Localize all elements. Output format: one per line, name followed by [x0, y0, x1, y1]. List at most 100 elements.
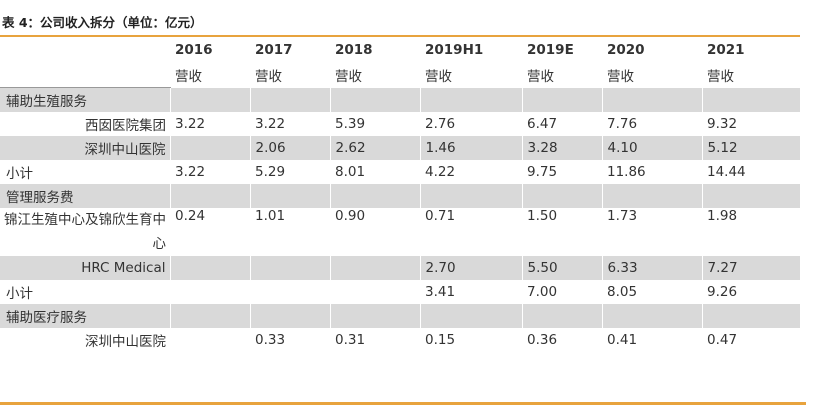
- table-cell: [329, 87, 420, 112]
- row-label: 辅助生殖服务: [0, 87, 170, 112]
- table-cell: 8.05: [607, 284, 638, 300]
- table-cell: 4.22: [425, 164, 456, 180]
- table-cell: [701, 304, 800, 328]
- header-row: 2016 2017 2018 2019H1 2019E 2020 2021: [0, 37, 800, 62]
- row-label: 深圳中山医院: [85, 334, 166, 350]
- table-cell: 1.01: [255, 208, 286, 224]
- row-label: 小计: [6, 286, 33, 302]
- sub-header: 营收: [707, 68, 734, 85]
- table-cell: 9.75: [527, 164, 558, 180]
- table-cell: 3.28: [521, 136, 602, 160]
- table-cell: [701, 184, 800, 208]
- table-cell: 2.62: [329, 136, 420, 160]
- table-cell: 1.98: [707, 208, 738, 224]
- table-cell: [170, 280, 250, 304]
- col-header: 2016: [175, 41, 213, 58]
- table-cell: [701, 87, 800, 112]
- table-cell: 8.01: [335, 164, 366, 180]
- table-row: 深圳中山医院 0.33 0.31 0.15 0.36 0.41 0.47: [0, 328, 800, 352]
- table-cell: [250, 280, 330, 304]
- table-cell: 2.70: [419, 256, 522, 280]
- col-header: 2020: [607, 41, 645, 58]
- table-cell: 3.22: [175, 164, 206, 180]
- table-cell: [169, 87, 250, 112]
- header-corner: [0, 37, 170, 62]
- table-cell: [601, 87, 702, 112]
- table-cell: 3.22: [175, 116, 206, 132]
- table-cell: [169, 304, 250, 328]
- table-cell: [521, 87, 602, 112]
- table-cell: [601, 184, 702, 208]
- row-label: 管理服务费: [0, 184, 170, 208]
- table-row: 深圳中山医院 2.06 2.62 1.46 3.28 4.10 5.12: [0, 136, 800, 160]
- table-cell: 9.26: [707, 284, 738, 300]
- table-cell: [419, 87, 522, 112]
- table-cell: [249, 304, 330, 328]
- table-cell: 6.47: [527, 116, 558, 132]
- col-header: 2017: [255, 41, 293, 58]
- table-cell: [249, 87, 330, 112]
- table-cell: [169, 256, 250, 280]
- table-cell: [329, 184, 420, 208]
- table-cell: 2.76: [425, 116, 456, 132]
- table-row: 小计 3.41 7.00 8.05 9.26: [0, 280, 800, 304]
- table-row: 辅助生殖服务: [0, 87, 800, 112]
- table-cell: 0.47: [707, 332, 738, 348]
- table-cell: 5.50: [521, 256, 602, 280]
- table-cell: 1.73: [607, 208, 638, 224]
- table-cell: 7.76: [607, 116, 638, 132]
- sub-header: 营收: [607, 68, 634, 85]
- table-cell: 14.44: [707, 164, 746, 180]
- table-cell: 11.86: [607, 164, 646, 180]
- table-cell: 0.41: [607, 332, 638, 348]
- table-cell: 5.39: [335, 116, 366, 132]
- table-row: 辅助医疗服务: [0, 304, 800, 328]
- revenue-table: 2016 2017 2018 2019H1 2019E 2020 2021 营收…: [0, 37, 800, 352]
- table-cell: [249, 184, 330, 208]
- table-cell: 5.12: [701, 136, 800, 160]
- table-cell: 1.46: [419, 136, 522, 160]
- table-cell: 2.06: [249, 136, 330, 160]
- table-cell: 0.24: [175, 208, 206, 224]
- table-row: 小计 3.22 5.29 8.01 4.22 9.75 11.86 14.44: [0, 160, 800, 184]
- sub-header: 营收: [335, 68, 362, 85]
- table-cell: 0.90: [335, 208, 366, 224]
- table-cell: [521, 304, 602, 328]
- table-cell: 6.33: [601, 256, 702, 280]
- table-cell: 4.10: [601, 136, 702, 160]
- table-cell: 7.00: [527, 284, 558, 300]
- row-label: 锦江生殖中心及锦欣生育中心: [4, 212, 166, 252]
- table-cell: [329, 304, 420, 328]
- table-cell: 0.33: [255, 332, 286, 348]
- table-row: HRC Medical 2.70 5.50 6.33 7.27: [0, 256, 800, 280]
- table-row: 管理服务费: [0, 184, 800, 208]
- table-cell: 0.31: [335, 332, 366, 348]
- row-label: 西囡医院集团: [85, 118, 166, 134]
- table-cell: [170, 328, 250, 352]
- table-cell: 0.71: [425, 208, 456, 224]
- table-caption: 表 4：公司收入拆分（单位：亿元）: [2, 15, 203, 30]
- table-cell: [169, 136, 250, 160]
- col-header: 2019E: [527, 41, 574, 58]
- sub-header: 营收: [255, 68, 282, 85]
- table-cell: [169, 184, 250, 208]
- sub-header: 营收: [175, 68, 202, 85]
- row-label: 小计: [6, 166, 33, 182]
- table-row: 西囡医院集团 3.22 3.22 5.39 2.76 6.47 7.76 9.32: [0, 112, 800, 136]
- col-header: 2018: [335, 41, 373, 58]
- table-cell: [419, 184, 522, 208]
- table-cell: [521, 184, 602, 208]
- table-cell: 9.32: [707, 116, 738, 132]
- table-cell: 3.22: [255, 116, 286, 132]
- sub-header-corner: [0, 62, 170, 88]
- table-cell: 7.27: [701, 256, 800, 280]
- col-header: 2019H1: [425, 41, 484, 58]
- top-rule: [0, 35, 800, 37]
- table-cell: 0.15: [425, 332, 456, 348]
- table-cell: 5.29: [255, 164, 286, 180]
- sub-header: 营收: [425, 68, 452, 85]
- table-cell: 3.41: [425, 284, 456, 300]
- table-cell: [601, 304, 702, 328]
- sub-header: 营收: [527, 68, 554, 85]
- table-cell: 0.36: [527, 332, 558, 348]
